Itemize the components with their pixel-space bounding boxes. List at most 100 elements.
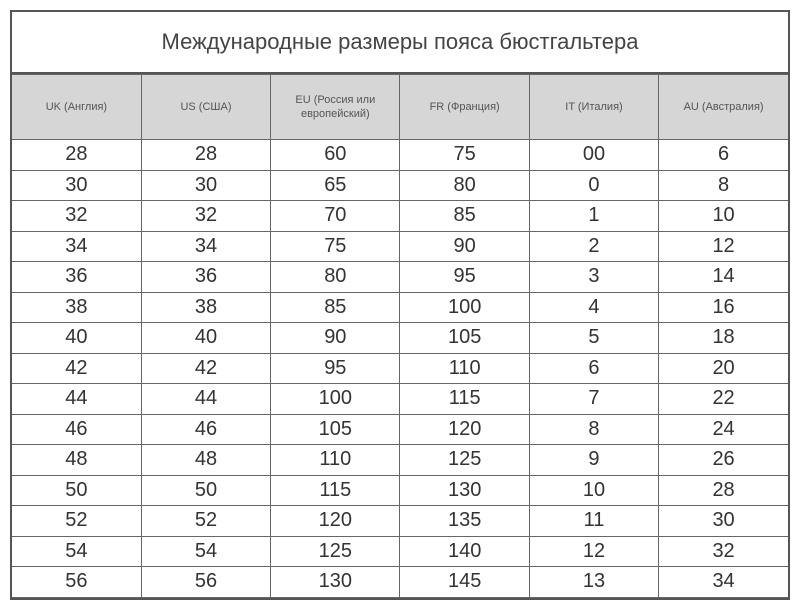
table-cell: 50 — [140, 474, 272, 506]
table-cell: 8 — [528, 413, 660, 445]
table-cell: 95 — [270, 352, 401, 384]
table-cell: 130 — [399, 474, 530, 506]
table-cell: 85 — [270, 291, 401, 323]
table-cell: 40 — [12, 322, 142, 354]
table-cell: 54 — [12, 535, 142, 567]
table-cell: 30 — [12, 169, 142, 201]
table-cell: 46 — [140, 413, 272, 445]
table-cell: 140 — [399, 535, 530, 567]
table-row: 34 34 75 90 2 12 — [12, 230, 788, 262]
size-table-container: Международные размеры пояса бюстгальтера… — [10, 10, 790, 600]
table-cell: 48 — [140, 444, 272, 476]
table-row: 46 46 105 120 8 24 — [12, 413, 788, 445]
table-cell: 5 — [528, 322, 660, 354]
table-cell: 40 — [140, 322, 272, 354]
table-cell: 30 — [140, 169, 272, 201]
table-cell: 135 — [399, 505, 530, 537]
table-cell: 24 — [658, 413, 788, 445]
table-row: 44 44 100 115 7 22 — [12, 383, 788, 415]
table-cell: 16 — [658, 291, 788, 323]
table-cell: 32 — [140, 200, 272, 232]
table-cell: 115 — [270, 474, 401, 506]
table-cell: 12 — [528, 535, 660, 567]
table-cell: 9 — [528, 444, 660, 476]
table-cell: 80 — [270, 261, 401, 293]
table-cell: 11 — [528, 505, 660, 537]
table-cell: 56 — [140, 566, 272, 598]
table-cell: 44 — [140, 383, 272, 415]
table-cell: 42 — [12, 352, 142, 384]
table-cell: 70 — [270, 200, 401, 232]
table-row: 56 56 130 145 13 34 — [12, 566, 788, 598]
size-table: UK (Англия) US (США) EU (Россия или европе… — [12, 74, 788, 598]
table-cell: 105 — [270, 413, 401, 445]
column-header: AU (Австралия) — [658, 74, 788, 140]
table-cell: 7 — [528, 383, 660, 415]
table-cell: 30 — [658, 505, 788, 537]
table-cell: 12 — [658, 230, 788, 262]
column-header: US (США) — [140, 74, 272, 140]
table-cell: 2 — [528, 230, 660, 262]
table-cell: 110 — [270, 444, 401, 476]
table-cell: 90 — [399, 230, 530, 262]
table-cell: 28 — [658, 474, 788, 506]
table-cell: 36 — [12, 261, 142, 293]
table-cell: 60 — [270, 139, 401, 171]
table-cell: 105 — [399, 322, 530, 354]
table-cell: 90 — [270, 322, 401, 354]
table-cell: 65 — [270, 169, 401, 201]
table-cell: 1 — [528, 200, 660, 232]
table-cell: 22 — [658, 383, 788, 415]
table-cell: 130 — [270, 566, 401, 598]
table-cell: 38 — [12, 291, 142, 323]
table-cell: 75 — [270, 230, 401, 262]
table-cell: 6 — [658, 139, 788, 171]
table-cell: 54 — [140, 535, 272, 567]
table-cell: 28 — [12, 139, 142, 171]
table-cell: 115 — [399, 383, 530, 415]
header-row: UK (Англия) US (США) EU (Россия или европе… — [12, 74, 788, 140]
table-row: 50 50 115 130 10 28 — [12, 474, 788, 506]
table-row: 52 52 120 135 11 30 — [12, 505, 788, 537]
table-row: 54 54 125 140 12 32 — [12, 535, 788, 567]
table-cell: 18 — [658, 322, 788, 354]
table-row: 42 42 95 110 6 20 — [12, 352, 788, 384]
table-cell: 100 — [399, 291, 530, 323]
table-cell: 145 — [399, 566, 530, 598]
table-cell: 38 — [140, 291, 272, 323]
table-row: 40 40 90 105 5 18 — [12, 322, 788, 354]
table-cell: 80 — [399, 169, 530, 201]
table-cell: 0 — [528, 169, 660, 201]
table-cell: 34 — [140, 230, 272, 262]
table-cell: 32 — [658, 535, 788, 567]
table-cell: 125 — [270, 535, 401, 567]
table-cell: 100 — [270, 383, 401, 415]
table-cell: 125 — [399, 444, 530, 476]
table-cell: 120 — [270, 505, 401, 537]
table-row: 38 38 85 100 4 16 — [12, 291, 788, 323]
table-cell: 110 — [399, 352, 530, 384]
table-cell: 48 — [12, 444, 142, 476]
column-header: EU (Россия или европейский) — [270, 74, 401, 140]
table-cell: 95 — [399, 261, 530, 293]
column-header: IT (Италия) — [528, 74, 660, 140]
table-cell: 46 — [12, 413, 142, 445]
table-cell: 6 — [528, 352, 660, 384]
table-cell: 34 — [12, 230, 142, 262]
table-cell: 50 — [12, 474, 142, 506]
table-cell: 10 — [528, 474, 660, 506]
table-cell: 4 — [528, 291, 660, 323]
table-cell: 32 — [12, 200, 142, 232]
table-cell: 26 — [658, 444, 788, 476]
table-cell: 10 — [658, 200, 788, 232]
table-row: 30 30 65 80 0 8 — [12, 169, 788, 201]
table-cell: 56 — [12, 566, 142, 598]
table-cell: 8 — [658, 169, 788, 201]
table-cell: 52 — [140, 505, 272, 537]
table-cell: 52 — [12, 505, 142, 537]
table-cell: 44 — [12, 383, 142, 415]
table-row: 32 32 70 85 1 10 — [12, 200, 788, 232]
table-cell: 75 — [399, 139, 530, 171]
table-cell: 13 — [528, 566, 660, 598]
table-cell: 120 — [399, 413, 530, 445]
